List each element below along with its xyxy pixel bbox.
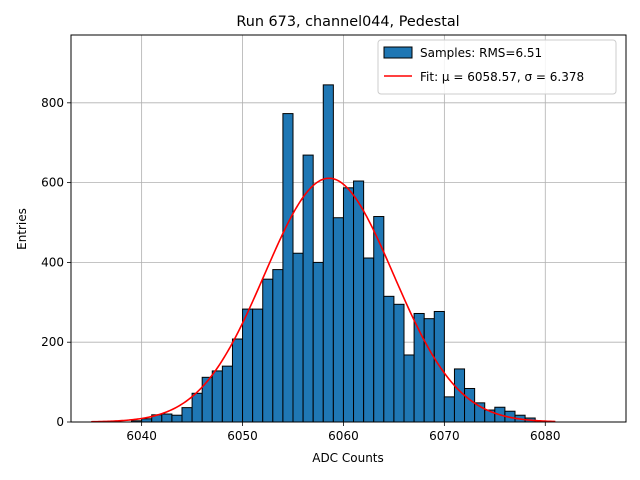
- chart-title: Run 673, channel044, Pedestal: [236, 14, 459, 30]
- y-axis-ticks: 0 200 400 600 800: [41, 96, 71, 429]
- histogram-bar: [322, 84, 334, 423]
- histogram-bar: [211, 370, 223, 423]
- fit-curve-group: [91, 177, 556, 423]
- histogram-bar: [453, 368, 466, 423]
- x-tick-label: 6040: [126, 429, 157, 443]
- y-tick-label: 600: [41, 176, 64, 190]
- histogram-bar: [443, 396, 455, 423]
- histogram-bar: [201, 376, 213, 423]
- y-tick-label: 800: [41, 96, 64, 110]
- legend: Samples: RMS=6.51 Fit: μ = 6058.57, σ = …: [377, 39, 617, 95]
- histogram-bar: [181, 407, 193, 423]
- histogram-bar: [312, 261, 324, 423]
- legend-label-fit: Fit: μ = 6058.57, σ = 6.378: [420, 70, 584, 84]
- y-tick-label: 200: [41, 335, 64, 349]
- fit-curve: [91, 177, 556, 423]
- x-tick-label: 6070: [429, 429, 460, 443]
- legend-box: [377, 39, 617, 95]
- histogram-bar: [282, 113, 294, 423]
- histogram-bar: [332, 217, 344, 423]
- y-axis-title: Entries: [15, 208, 29, 250]
- x-axis-title: ADC Counts: [312, 451, 384, 465]
- histogram-bar: [252, 308, 264, 423]
- histogram-bar: [393, 303, 405, 423]
- histogram-bar: [231, 338, 244, 423]
- histogram-bar: [262, 278, 274, 423]
- y-tick-label: 400: [41, 255, 64, 269]
- histogram-bar: [464, 387, 476, 423]
- histogram-bar: [221, 365, 233, 423]
- histogram-bar: [383, 295, 395, 423]
- histogram-bar: [242, 308, 254, 423]
- histogram-bar: [292, 252, 304, 423]
- x-tick-label: 6060: [328, 429, 359, 443]
- y-tick-label: 0: [56, 415, 64, 429]
- histogram-bar: [161, 413, 173, 423]
- histogram-bar: [191, 392, 203, 423]
- legend-swatch-samples: [383, 46, 413, 59]
- histogram-bar: [363, 257, 375, 423]
- x-tick-label: 6050: [227, 429, 258, 443]
- x-tick-label: 6080: [530, 429, 561, 443]
- histogram-bar: [353, 180, 365, 423]
- histogram-bar: [403, 354, 415, 423]
- x-axis-ticks: 6040 6050 6060 6070 6080: [126, 422, 561, 443]
- histogram-bar: [423, 318, 435, 423]
- histogram-bar: [272, 269, 284, 423]
- histogram-bar: [342, 187, 355, 423]
- legend-label-samples: Samples: RMS=6.51: [420, 46, 542, 60]
- plot-frame: [70, 34, 627, 423]
- histogram-bar: [171, 414, 183, 423]
